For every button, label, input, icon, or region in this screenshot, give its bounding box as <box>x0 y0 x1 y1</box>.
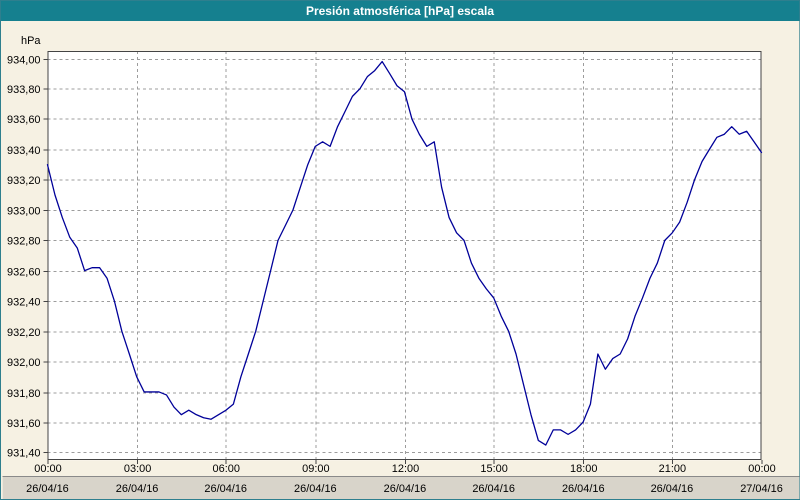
x-tick-date-label: 26/04/16 <box>562 483 605 495</box>
x-tick-time-label: 18:00 <box>570 463 597 475</box>
plot-area <box>47 50 762 461</box>
chart-title: Presión atmosférica [hPa] escala <box>305 4 495 18</box>
y-tick-label: 931,60 <box>7 418 40 430</box>
x-tick-time-label: 00:00 <box>34 463 61 475</box>
y-tick-label: 934,00 <box>7 54 40 66</box>
title-bar: Presión atmosférica [hPa] escala <box>1 1 799 21</box>
y-tick-label: 932,40 <box>7 296 40 308</box>
y-tick-label: 932,60 <box>7 266 40 278</box>
y-tick-label: 931,40 <box>7 448 40 460</box>
y-tick-label: 933,00 <box>7 206 40 218</box>
x-tick-time-label: 03:00 <box>124 463 151 475</box>
x-tick-date-label: 26/04/16 <box>116 483 159 495</box>
y-tick-label: 933,60 <box>7 114 40 126</box>
x-tick-date-label: 26/04/16 <box>651 483 694 495</box>
date-bar <box>2 476 800 499</box>
x-tick-date-label: 27/04/16 <box>740 483 783 495</box>
pressure-line-chart: 934,00 933,80 933,60 933,40 933,20 933,00 932,… <box>2 21 800 499</box>
x-tick-time-label: 15:00 <box>480 463 507 475</box>
pressure-series-line <box>46 60 763 446</box>
y-tick-label: 933,20 <box>7 175 40 187</box>
x-tick-date-label: 26/04/16 <box>384 483 427 495</box>
x-tick-date-label: 26/04/16 <box>294 483 337 495</box>
x-tick-date-label: 26/04/16 <box>204 483 247 495</box>
x-tick-time-label: 00:00 <box>748 463 775 475</box>
x-tick-time-label: 09:00 <box>302 463 329 475</box>
y-tick-label: 932,00 <box>7 357 40 369</box>
x-tick-date-label: 26/04/16 <box>26 483 69 495</box>
y-axis-unit-label: hPa <box>21 35 41 47</box>
y-tick-label: 933,40 <box>7 145 40 157</box>
x-tick-time-label: 06:00 <box>213 463 240 475</box>
x-tick-time-label: 21:00 <box>659 463 686 475</box>
y-tick-label: 931,80 <box>7 388 40 400</box>
y-tick-label: 933,80 <box>7 84 40 96</box>
x-tick-date-label: 26/04/16 <box>472 483 515 495</box>
y-tick-label: 932,80 <box>7 236 40 248</box>
x-tick-time-label: 12:00 <box>392 463 419 475</box>
y-tick-label: 932,20 <box>7 327 40 339</box>
plot-frame <box>47 50 762 461</box>
